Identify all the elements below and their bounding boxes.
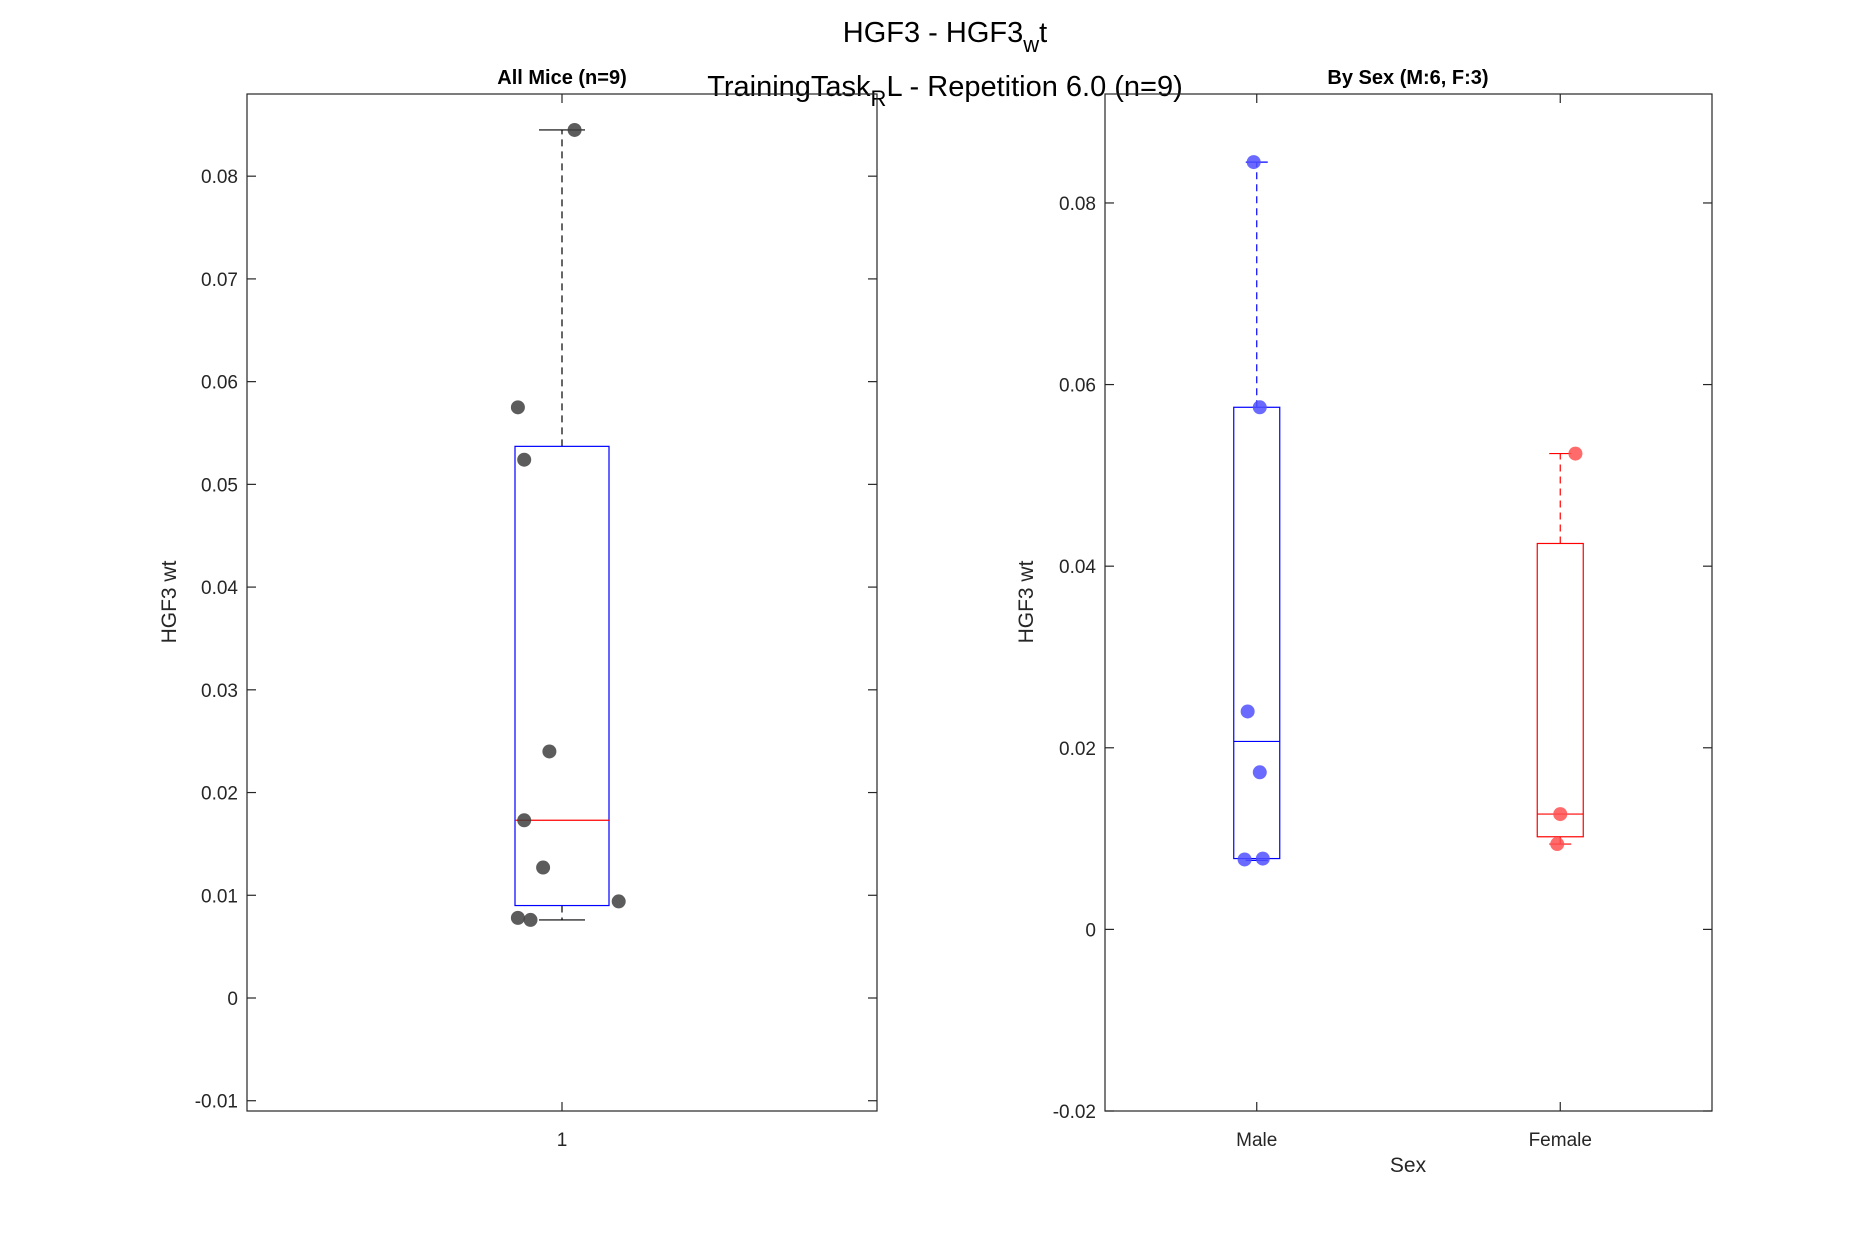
all-mice-box bbox=[514, 445, 610, 907]
by-sex-ytick-label: 0 bbox=[1085, 920, 1096, 941]
by-sex-xtick-label: Male bbox=[1236, 1130, 1277, 1151]
by-sex-box bbox=[1536, 542, 1584, 838]
title-line1-tail: t bbox=[1039, 17, 1047, 49]
panel-all-mice-points bbox=[510, 122, 626, 927]
panel-by-sex-title: By Sex (M:6, F:3) bbox=[1327, 67, 1488, 89]
panel-all-mice-boxes bbox=[514, 129, 610, 921]
by-sex-ytick-label: 0.02 bbox=[1059, 739, 1096, 760]
title-line1-subscript: w bbox=[1022, 32, 1039, 57]
title-line2-tail: L - Repetition 6.0 (n=9) bbox=[886, 71, 1182, 103]
by-sex-xtick-label: Female bbox=[1529, 1130, 1592, 1151]
by-sex-data-point bbox=[1568, 446, 1583, 461]
all-mice-ytick-label: 0.03 bbox=[201, 681, 238, 702]
panel-all-mice-x-ticks: 1 bbox=[557, 94, 568, 1151]
all-mice-ytick-label: 0.08 bbox=[201, 167, 238, 188]
title-line2-main: TrainingTask bbox=[707, 71, 871, 103]
all-mice-data-point bbox=[611, 894, 626, 909]
all-mice-ytick-label: 0.01 bbox=[201, 886, 238, 907]
panel-by-sex-y-ticks: -0.02 0 0.02 0.04 0.06 0.08 bbox=[1053, 194, 1712, 1123]
all-mice-data-point bbox=[517, 813, 532, 828]
panel-by-sex: By Sex (M:6, F:3) -0.02 0 0.02 0.04 0.06 0.08… bbox=[1015, 67, 1713, 1177]
all-mice-ytick-label: 0.04 bbox=[201, 578, 238, 599]
all-mice-data-point bbox=[536, 860, 551, 875]
all-mice-data-point bbox=[517, 452, 532, 467]
all-mice-ytick-label: 0.07 bbox=[201, 270, 238, 291]
panel-all-mice-ylabel: HGF3 wt bbox=[158, 560, 181, 643]
panel-by-sex-points bbox=[1237, 155, 1583, 867]
all-mice-ytick-label: 0.05 bbox=[201, 475, 238, 496]
by-sex-data-point bbox=[1252, 400, 1267, 415]
panel-by-sex-x-ticks: Male Female bbox=[1236, 94, 1592, 1151]
all-mice-ytick-label: 0 bbox=[227, 989, 238, 1010]
all-mice-xtick-label: 1 bbox=[557, 1130, 568, 1151]
panel-all-mice-title: All Mice (n=9) bbox=[497, 67, 626, 89]
by-sex-data-point bbox=[1240, 704, 1255, 719]
panel-all-mice-y-ticks: -0.01 0 0.01 0.02 0.03 0.04 0.05 0.06 0.07 0.08 bbox=[195, 167, 877, 1113]
by-sex-ytick-label: 0.04 bbox=[1059, 557, 1096, 578]
panel-all-mice-axes-box bbox=[246, 93, 878, 1112]
all-mice-data-point bbox=[510, 400, 525, 415]
panel-by-sex-axes-box bbox=[1104, 93, 1713, 1112]
by-sex-box bbox=[1233, 406, 1281, 860]
by-sex-ytick-label: 0.08 bbox=[1059, 194, 1096, 215]
all-mice-ytick-label: 0.02 bbox=[201, 784, 238, 805]
by-sex-data-point bbox=[1553, 807, 1568, 822]
panel-by-sex-xlabel: Sex bbox=[1390, 1154, 1427, 1177]
by-sex-data-point bbox=[1237, 852, 1252, 867]
panel-by-sex-boxes bbox=[1233, 161, 1584, 861]
by-sex-data-point bbox=[1550, 837, 1565, 852]
all-mice-ytick-label: 0.06 bbox=[201, 373, 238, 394]
by-sex-data-point bbox=[1255, 851, 1270, 866]
by-sex-data-point bbox=[1252, 765, 1267, 780]
all-mice-ytick-label: -0.01 bbox=[195, 1092, 238, 1113]
title-line2-subscript: R bbox=[871, 86, 887, 111]
by-sex-ytick-label: -0.02 bbox=[1053, 1102, 1096, 1123]
panel-all-mice: All Mice (n=9) -0.01 0 0.01 0.02 0.03 0.04 0.0… bbox=[158, 67, 878, 1151]
figure-title-line1: HGF3 - HGF3wt bbox=[843, 17, 1047, 57]
by-sex-data-point bbox=[1246, 155, 1261, 170]
all-mice-data-point bbox=[567, 122, 582, 137]
figure-title-line2: TrainingTaskRL - Repetition 6.0 (n=9) bbox=[707, 71, 1183, 111]
by-sex-ytick-label: 0.06 bbox=[1059, 376, 1096, 397]
all-mice-data-point bbox=[523, 912, 538, 927]
panel-by-sex-ylabel: HGF3 wt bbox=[1015, 560, 1038, 643]
title-line1-main: HGF3 - HGF3 bbox=[843, 17, 1023, 49]
all-mice-data-point bbox=[510, 910, 525, 925]
all-mice-data-point bbox=[542, 744, 557, 759]
